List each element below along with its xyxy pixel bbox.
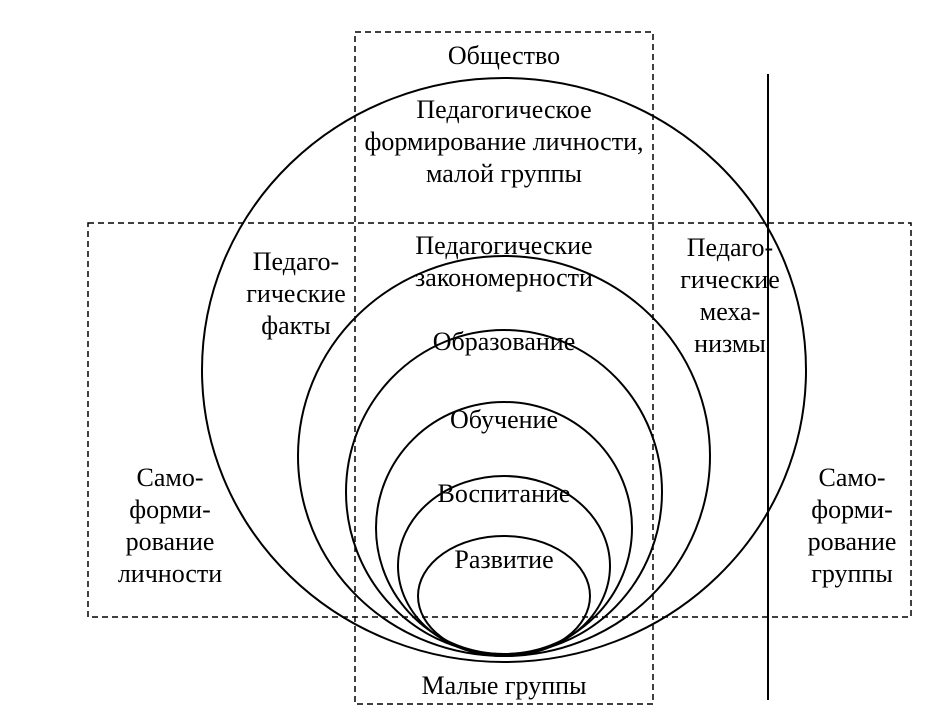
label-self-group-l4: группы — [811, 559, 893, 588]
label-razvitie: Развитие — [454, 545, 553, 574]
ellipse-training — [376, 402, 632, 654]
label-small-groups: Малые группы — [422, 671, 587, 700]
label-obuchenie: Обучение — [450, 405, 558, 434]
label-ped-form-l3: малой группы — [426, 159, 582, 188]
label-vospitanie: Воспитание — [438, 479, 571, 508]
label-ped-form-l2: формирование личности, — [364, 127, 643, 156]
label-ped-facts-l3: факты — [261, 311, 331, 340]
label-ped-mech-l1: Педаго- — [687, 233, 773, 262]
label-ped-mech-l2: гические — [680, 265, 779, 294]
label-ped-mech-l3: меха- — [700, 297, 761, 326]
label-self-pers-l3: рование — [126, 527, 215, 556]
label-self-pers-l4: личности — [118, 559, 222, 588]
label-self-group-l3: рование — [808, 527, 897, 556]
label-obrazovanie: Образование — [433, 327, 576, 356]
label-ped-reg-l1: Педагогические — [415, 231, 592, 260]
ellipse-patterns — [298, 256, 710, 656]
label-self-group-l1: Само- — [819, 463, 886, 492]
label-society: Общество — [448, 41, 560, 70]
label-ped-facts-l2: гические — [246, 279, 345, 308]
label-ped-facts-l1: Педаго- — [253, 247, 339, 276]
label-ped-mech-l4: низмы — [694, 329, 766, 358]
pedagogy-diagram: Общество Педагогическое формирование лич… — [0, 0, 940, 715]
label-ped-form-l1: Педагогическое — [416, 95, 591, 124]
label-ped-reg-l2: закономерности — [415, 263, 593, 292]
label-self-group-l2: форми- — [811, 495, 892, 524]
label-self-pers-l1: Само- — [137, 463, 204, 492]
label-self-pers-l2: форми- — [129, 495, 210, 524]
